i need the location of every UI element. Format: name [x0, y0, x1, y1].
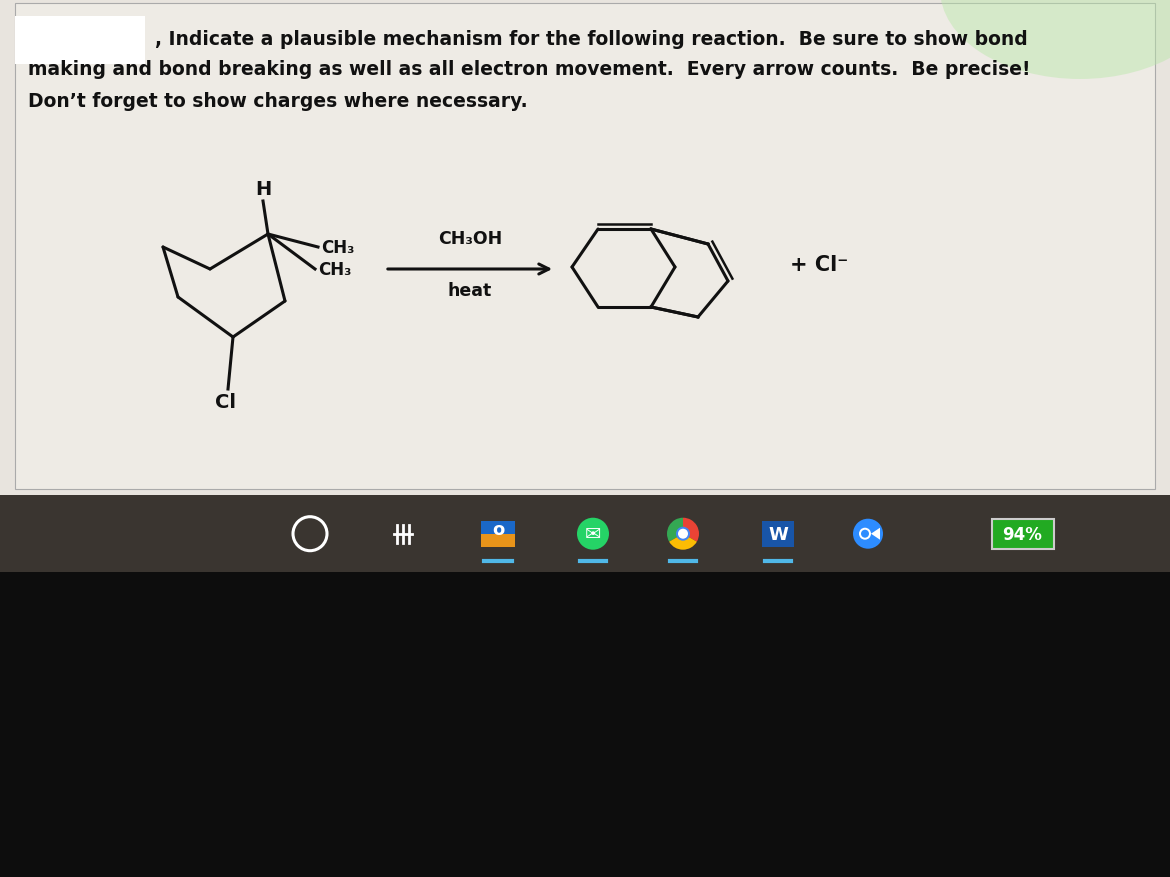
Circle shape: [577, 518, 610, 550]
Circle shape: [859, 528, 870, 540]
Text: o: o: [491, 520, 504, 538]
Circle shape: [853, 519, 883, 549]
Text: H: H: [255, 180, 271, 199]
Text: CH₃: CH₃: [321, 239, 355, 257]
Text: W: W: [768, 525, 787, 543]
Bar: [481, 534, 515, 547]
Text: Cl: Cl: [214, 393, 235, 411]
Text: CH₃OH: CH₃OH: [438, 230, 502, 247]
Bar: [0, 496, 1170, 573]
Circle shape: [861, 530, 869, 538]
Circle shape: [677, 529, 688, 539]
Text: Don’t forget to show charges where necessary.: Don’t forget to show charges where neces…: [28, 92, 528, 111]
Bar: [0, 573, 1170, 877]
Bar: [0, 0, 1170, 496]
Text: heat: heat: [448, 282, 493, 300]
Bar: [15, 17, 145, 65]
Bar: [481, 521, 515, 547]
Bar: [762, 521, 794, 547]
Text: ✉: ✉: [585, 524, 601, 544]
Wedge shape: [667, 518, 683, 542]
Text: 94%: 94%: [1002, 525, 1042, 543]
Text: , Indicate a plausible mechanism for the following reaction.  Be sure to show bo: , Indicate a plausible mechanism for the…: [154, 30, 1027, 49]
Bar: [15, 4, 1155, 489]
Polygon shape: [870, 528, 880, 540]
Text: making and bond breaking as well as all electron movement.  Every arrow counts. : making and bond breaking as well as all …: [28, 60, 1031, 79]
Wedge shape: [669, 534, 697, 550]
Bar: [992, 519, 1054, 549]
Text: + Cl⁻: + Cl⁻: [790, 254, 848, 275]
Ellipse shape: [940, 0, 1170, 80]
Text: CH₃: CH₃: [318, 260, 351, 279]
Wedge shape: [683, 518, 698, 542]
Circle shape: [676, 527, 690, 541]
